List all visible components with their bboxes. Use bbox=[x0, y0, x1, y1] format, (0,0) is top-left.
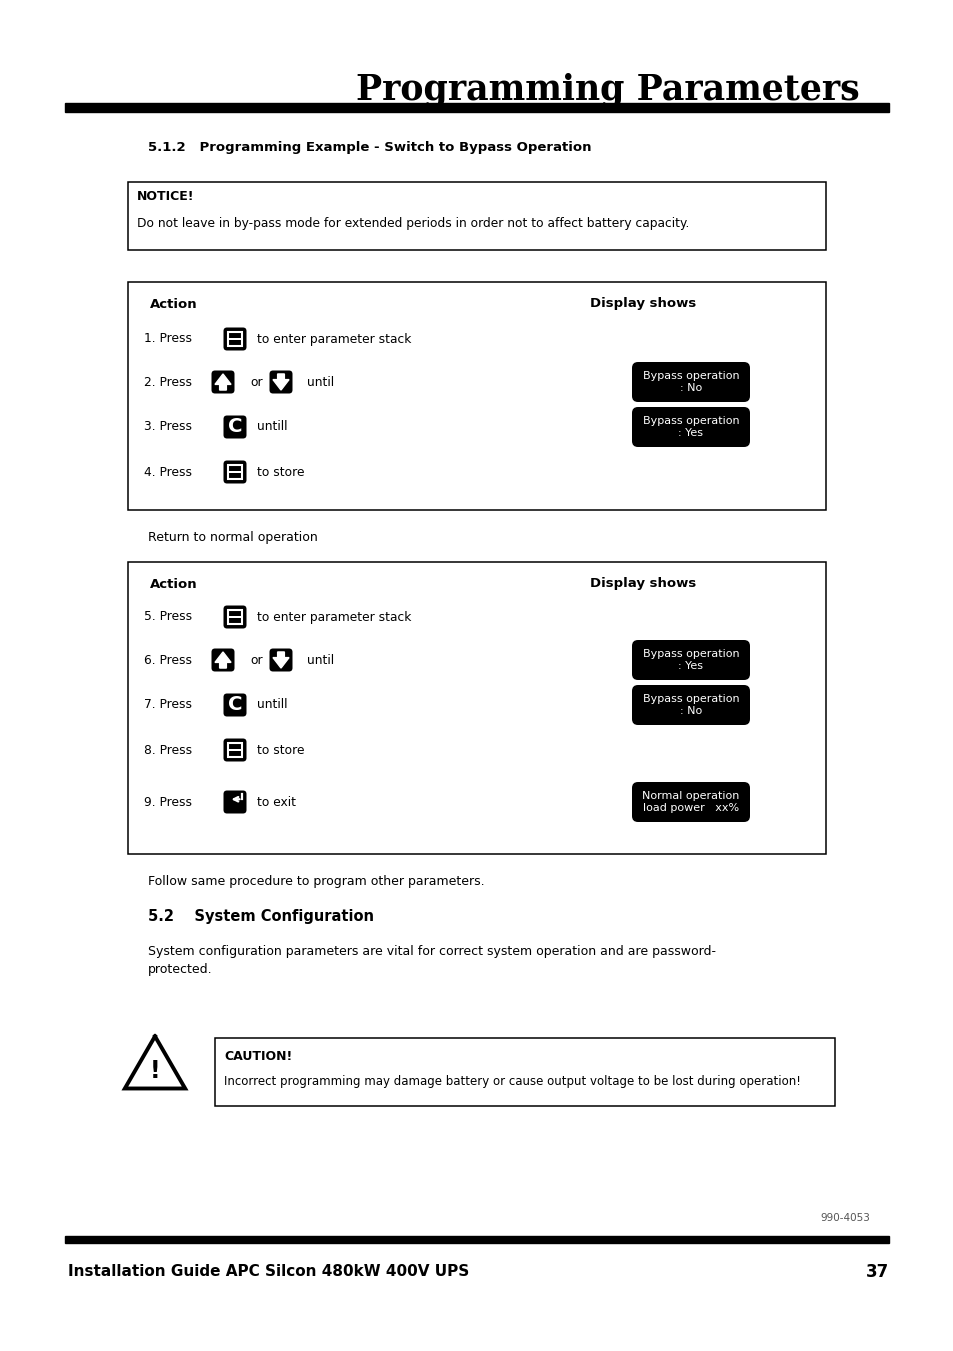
Text: protected.: protected. bbox=[148, 963, 213, 977]
Bar bbox=[128, 562, 825, 854]
Text: 5.1.2   Programming Example - Switch to Bypass Operation: 5.1.2 Programming Example - Switch to By… bbox=[148, 142, 591, 154]
Text: 4. Press: 4. Press bbox=[144, 466, 192, 478]
Polygon shape bbox=[273, 653, 289, 667]
Bar bbox=[228, 743, 242, 757]
Bar bbox=[228, 465, 242, 478]
Text: Installation Guide APC Silcon 480kW 400V UPS: Installation Guide APC Silcon 480kW 400V… bbox=[68, 1265, 469, 1279]
Bar bbox=[228, 338, 242, 340]
Text: until: until bbox=[307, 654, 334, 666]
Text: until: until bbox=[307, 376, 334, 389]
FancyBboxPatch shape bbox=[631, 782, 749, 821]
Text: to store: to store bbox=[256, 743, 304, 757]
FancyBboxPatch shape bbox=[223, 739, 246, 762]
Bar bbox=[228, 470, 242, 473]
Text: Incorrect programming may damage battery or cause output voltage to be lost duri: Incorrect programming may damage battery… bbox=[224, 1075, 800, 1089]
Text: Display shows: Display shows bbox=[589, 297, 696, 311]
FancyBboxPatch shape bbox=[269, 648, 293, 671]
FancyBboxPatch shape bbox=[631, 640, 749, 680]
Text: Bypass operation
: No: Bypass operation : No bbox=[642, 370, 739, 393]
Text: NOTICE!: NOTICE! bbox=[137, 189, 194, 203]
Bar bbox=[228, 611, 242, 624]
Text: Bypass operation
: Yes: Bypass operation : Yes bbox=[642, 648, 739, 671]
Polygon shape bbox=[214, 653, 231, 667]
FancyBboxPatch shape bbox=[223, 461, 246, 484]
FancyBboxPatch shape bbox=[631, 685, 749, 725]
Text: System configuration parameters are vital for correct system operation and are p: System configuration parameters are vita… bbox=[148, 946, 716, 958]
Text: 990-4053: 990-4053 bbox=[820, 1213, 869, 1223]
Text: to enter parameter stack: to enter parameter stack bbox=[256, 332, 411, 346]
Text: Action: Action bbox=[150, 297, 197, 311]
Text: 37: 37 bbox=[864, 1263, 888, 1281]
Text: 7. Press: 7. Press bbox=[144, 698, 192, 712]
FancyBboxPatch shape bbox=[212, 370, 234, 393]
Bar bbox=[228, 748, 242, 751]
Text: CAUTION!: CAUTION! bbox=[224, 1050, 292, 1062]
Polygon shape bbox=[125, 1036, 185, 1089]
Text: or: or bbox=[250, 654, 262, 666]
FancyBboxPatch shape bbox=[223, 790, 246, 813]
Polygon shape bbox=[273, 374, 289, 390]
FancyBboxPatch shape bbox=[631, 362, 749, 403]
FancyBboxPatch shape bbox=[212, 648, 234, 671]
Text: to store: to store bbox=[256, 466, 304, 478]
Text: Return to normal operation: Return to normal operation bbox=[148, 531, 317, 544]
Text: untill: untill bbox=[256, 698, 287, 712]
Text: C: C bbox=[228, 696, 242, 715]
Text: Follow same procedure to program other parameters.: Follow same procedure to program other p… bbox=[148, 875, 484, 889]
Text: or: or bbox=[250, 376, 262, 389]
Text: 9. Press: 9. Press bbox=[144, 796, 192, 808]
Text: Do not leave in by-pass mode for extended periods in order not to affect battery: Do not leave in by-pass mode for extende… bbox=[137, 218, 689, 231]
Text: Display shows: Display shows bbox=[589, 577, 696, 590]
Text: !: ! bbox=[150, 1059, 160, 1084]
Text: C: C bbox=[228, 417, 242, 436]
FancyBboxPatch shape bbox=[631, 407, 749, 447]
Text: Programming Parameters: Programming Parameters bbox=[356, 73, 859, 107]
FancyBboxPatch shape bbox=[223, 416, 246, 439]
Text: 3. Press: 3. Press bbox=[144, 420, 192, 434]
Text: 5.2    System Configuration: 5.2 System Configuration bbox=[148, 908, 374, 924]
Bar bbox=[214, 1038, 834, 1106]
Text: to enter parameter stack: to enter parameter stack bbox=[256, 611, 411, 624]
Text: 1. Press: 1. Press bbox=[144, 332, 192, 346]
FancyBboxPatch shape bbox=[223, 693, 246, 716]
FancyBboxPatch shape bbox=[269, 370, 293, 393]
Text: 2. Press: 2. Press bbox=[144, 376, 192, 389]
Text: Action: Action bbox=[150, 577, 197, 590]
Bar bbox=[128, 182, 825, 250]
Text: 6. Press: 6. Press bbox=[144, 654, 192, 666]
Polygon shape bbox=[214, 374, 231, 390]
Text: Bypass operation
: No: Bypass operation : No bbox=[642, 693, 739, 716]
Text: Normal operation
load power   xx%: Normal operation load power xx% bbox=[641, 790, 739, 813]
Text: 8. Press: 8. Press bbox=[144, 743, 192, 757]
Text: Bypass operation
: Yes: Bypass operation : Yes bbox=[642, 416, 739, 439]
Text: untill: untill bbox=[256, 420, 287, 434]
Bar bbox=[228, 332, 242, 346]
FancyBboxPatch shape bbox=[223, 327, 246, 350]
FancyBboxPatch shape bbox=[223, 605, 246, 628]
Text: 5. Press: 5. Press bbox=[144, 611, 192, 624]
Bar bbox=[65, 103, 888, 112]
Bar bbox=[65, 1236, 888, 1243]
Bar bbox=[128, 282, 825, 509]
Text: to exit: to exit bbox=[256, 796, 295, 808]
Bar bbox=[228, 616, 242, 619]
